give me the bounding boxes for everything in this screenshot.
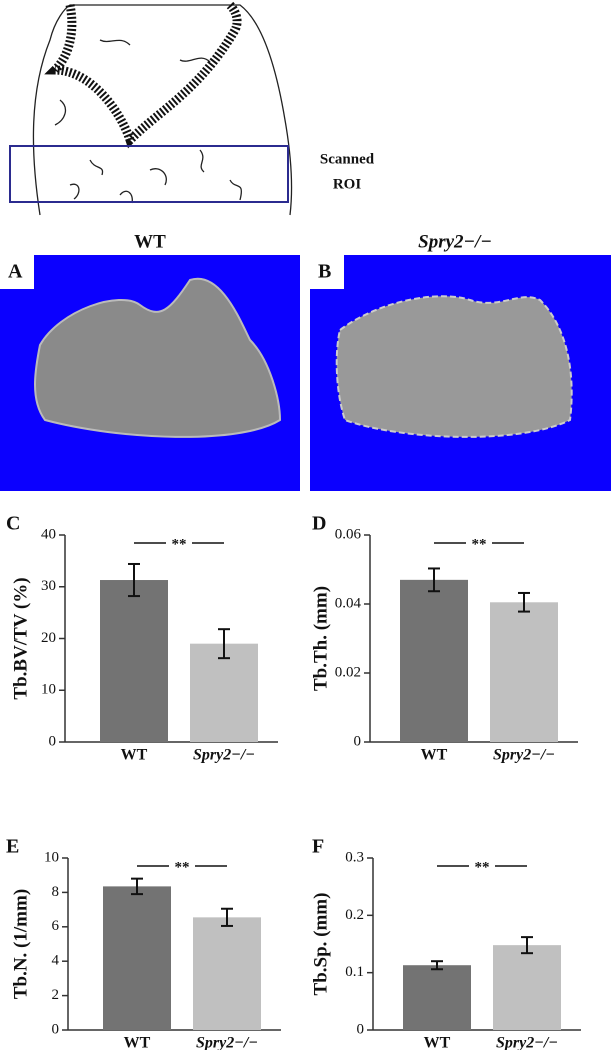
y-axis-label: Tb.Sp. (mm) [310, 893, 331, 996]
error-bar [131, 877, 143, 896]
significance-label: ** [172, 536, 187, 552]
bar [493, 945, 561, 1030]
error-bar [521, 936, 533, 955]
panel-letter: A [8, 261, 23, 283]
panel-letter: D [312, 513, 326, 535]
roi-label: Scanned [320, 151, 375, 167]
y-tick-label: 0.06 [335, 526, 362, 542]
x-tick-label: Spry2−/− [196, 1035, 258, 1050]
bar [193, 917, 261, 1030]
y-tick-label: 4 [52, 953, 60, 969]
bar [490, 602, 558, 742]
y-tick-label: 20 [41, 630, 56, 646]
error-bar [221, 907, 233, 927]
y-tick-label: 0.3 [345, 849, 364, 865]
error-bar [128, 562, 140, 598]
panel-letter: B [318, 261, 331, 283]
y-tick-label: 2 [52, 987, 60, 1003]
bar [400, 579, 468, 742]
significance-label: ** [175, 859, 190, 875]
y-tick-label: 10 [44, 849, 59, 865]
y-tick-label: 0.04 [335, 595, 362, 611]
y-tick-label: 0 [354, 733, 362, 749]
bone-render [34, 277, 282, 438]
y-tick-label: 0.1 [345, 964, 364, 980]
x-tick-label: WT [121, 747, 148, 764]
significance-label: ** [475, 859, 490, 875]
y-axis-label: Tb.Th. (mm) [310, 586, 331, 691]
y-tick-label: 10 [41, 682, 56, 698]
error-bar [218, 628, 230, 660]
bar [190, 643, 258, 742]
panel-letter-box [0, 255, 34, 289]
x-tick-label: WT [421, 747, 448, 764]
y-tick-label: 30 [41, 578, 56, 594]
panel-letter: E [6, 836, 19, 858]
y-tick-label: 8 [52, 884, 60, 900]
y-tick-label: 0 [357, 1021, 365, 1037]
bone-render [335, 295, 573, 438]
bar [100, 580, 168, 742]
error-bar [431, 960, 443, 971]
y-axis-label: Tb.N. (1/mm) [10, 889, 31, 999]
y-tick-label: 40 [41, 526, 56, 542]
panel-letter: C [6, 513, 20, 535]
x-tick-label: WT [124, 1035, 151, 1050]
x-tick-label: Spry2−/− [496, 1035, 558, 1050]
y-tick-label: 0.02 [335, 664, 361, 680]
y-tick-label: 6 [52, 918, 60, 934]
error-bar [428, 567, 440, 593]
x-tick-label: Spry2−/− [193, 747, 255, 764]
y-tick-label: 0.2 [345, 907, 364, 923]
roi-label: ROI [333, 176, 362, 192]
y-tick-label: 0 [49, 733, 57, 749]
x-tick-label: Spry2−/− [493, 747, 555, 764]
column-header: WT [134, 231, 166, 252]
error-bar [518, 591, 530, 613]
significance-label: ** [472, 536, 487, 552]
x-tick-label: WT [424, 1035, 451, 1050]
y-axis-label: Tb.BV/TV (%) [10, 577, 31, 699]
panel-letter-box [310, 255, 344, 289]
bar [103, 886, 171, 1030]
bar [403, 965, 471, 1030]
panel-letter: F [312, 836, 324, 858]
y-tick-label: 0 [52, 1021, 60, 1037]
column-header: Spry2−/− [418, 231, 492, 252]
bone-sketch [9, 1, 293, 216]
